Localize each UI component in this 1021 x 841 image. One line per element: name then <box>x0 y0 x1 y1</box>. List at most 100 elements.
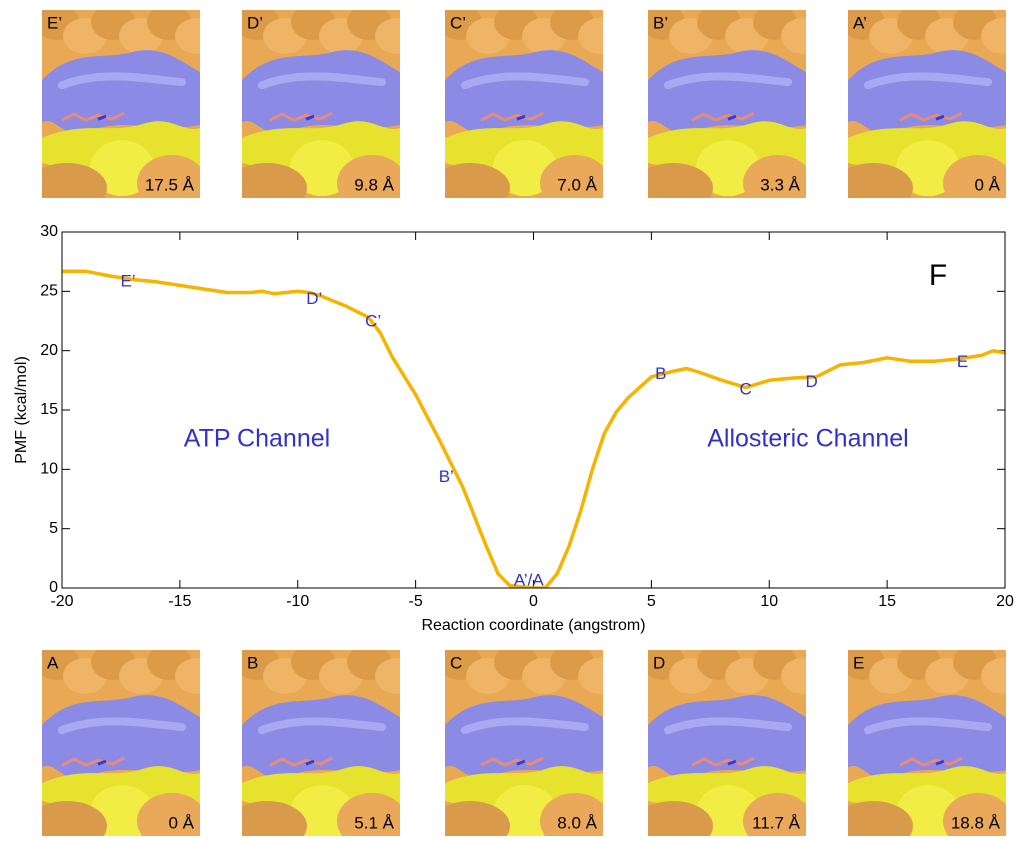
ligand <box>480 756 544 767</box>
panel-distance: 0 Å <box>974 175 1000 194</box>
blue-region <box>445 50 603 134</box>
panel-distance: 8.0 Å <box>557 813 597 832</box>
y-tick-label: 5 <box>49 520 58 537</box>
surface-bump <box>981 658 1006 694</box>
panel-label: A <box>47 653 59 672</box>
x-axis-label: Reaction coordinate (angstrom) <box>421 617 645 634</box>
blue-region <box>848 50 1006 134</box>
blue-region <box>648 50 806 134</box>
ligand-n <box>516 759 526 766</box>
surface-bump <box>175 658 200 694</box>
blue-region <box>42 50 200 134</box>
blue-highlight <box>258 72 386 90</box>
panel-distance: 9.8 Å <box>354 175 394 194</box>
panel-distance: 7.0 Å <box>557 175 597 194</box>
ligand-n <box>727 759 737 766</box>
y-tick-label: 25 <box>40 283 58 300</box>
panel-distance: 18.8 Å <box>951 813 1001 832</box>
panel-label: C <box>450 653 462 672</box>
blue-highlight <box>864 72 992 90</box>
orange-bump <box>648 801 713 836</box>
ligand <box>899 111 963 122</box>
surface-bump <box>781 658 806 694</box>
panel-label: B <box>247 653 258 672</box>
orange-bump <box>943 793 1006 836</box>
ligand-n <box>97 759 107 766</box>
surface-bump <box>578 658 603 694</box>
y-tick-label: 15 <box>40 401 58 418</box>
y-tick-label: 10 <box>40 461 58 478</box>
panel-distance: 3.3 Å <box>760 175 800 194</box>
pmf-line <box>62 269 1005 588</box>
orange-bump <box>540 155 603 198</box>
point-label: D’ <box>306 289 322 308</box>
x-tick-label: -20 <box>50 593 73 610</box>
x-tick-label: 20 <box>996 593 1014 610</box>
y-tick-label: 30 <box>40 223 58 240</box>
x-tick-label: -15 <box>168 593 191 610</box>
panel-label: D <box>653 653 665 672</box>
structure-panel <box>648 10 806 198</box>
structure-panel <box>445 10 603 198</box>
orange-bump <box>943 155 1006 198</box>
point-label: E’ <box>120 271 135 290</box>
orange-bump <box>743 155 806 198</box>
panel-label-f: F <box>929 259 947 292</box>
plot-area <box>62 232 1005 588</box>
orange-bump <box>242 163 307 198</box>
x-tick-label: -10 <box>286 593 309 610</box>
orange-bump <box>848 163 913 198</box>
orange-bump <box>42 801 107 836</box>
orange-bump <box>445 801 510 836</box>
blue-highlight <box>664 72 792 90</box>
panel-distance: 11.7 Å <box>752 813 801 832</box>
x-tick-label: 10 <box>760 593 778 610</box>
ligand-n <box>935 759 945 766</box>
axes-frame <box>61 231 1006 589</box>
surface-bump <box>781 18 806 54</box>
channel-label: Allosteric Channel <box>707 425 909 453</box>
surface-bump <box>981 18 1006 54</box>
ligand <box>269 756 333 767</box>
panel-label: B’ <box>653 13 668 32</box>
panel-label: E <box>853 653 864 672</box>
point-label: B <box>655 364 666 383</box>
surface-bump <box>375 658 400 694</box>
blue-highlight <box>58 72 186 90</box>
orange-bump <box>445 163 510 198</box>
blue-region <box>42 695 200 779</box>
point-label: B’ <box>439 467 454 486</box>
ligand <box>269 111 333 122</box>
blue-highlight <box>461 72 589 90</box>
panel-label: A’ <box>853 13 867 32</box>
structure-panel <box>242 650 400 836</box>
ligand <box>61 111 125 122</box>
blue-region <box>445 695 603 779</box>
structure-panel <box>848 10 1006 198</box>
orange-bump <box>743 793 806 836</box>
structure-panel <box>42 650 200 836</box>
point-label: C’ <box>365 312 381 331</box>
orange-bump <box>648 163 713 198</box>
blue-highlight <box>58 717 186 735</box>
panel-distance: 5.1 Å <box>354 813 394 832</box>
ligand-n <box>305 759 315 766</box>
point-label: D <box>806 372 818 391</box>
structure-panel <box>648 650 806 836</box>
ligand <box>899 756 963 767</box>
orange-bump <box>137 155 200 198</box>
x-tick-label: 15 <box>878 593 896 610</box>
ligand-n <box>935 114 945 121</box>
y-tick-label: 0 <box>49 579 58 596</box>
panel-distance: 17.5 Å <box>145 175 195 194</box>
orange-bump <box>848 801 913 836</box>
orange-bump <box>337 793 400 836</box>
ligand-n <box>516 114 526 121</box>
surface-bump <box>375 18 400 54</box>
blue-highlight <box>864 717 992 735</box>
channel-label: ATP Channel <box>184 425 330 453</box>
y-tick-label: 20 <box>40 342 58 359</box>
ligand <box>480 111 544 122</box>
